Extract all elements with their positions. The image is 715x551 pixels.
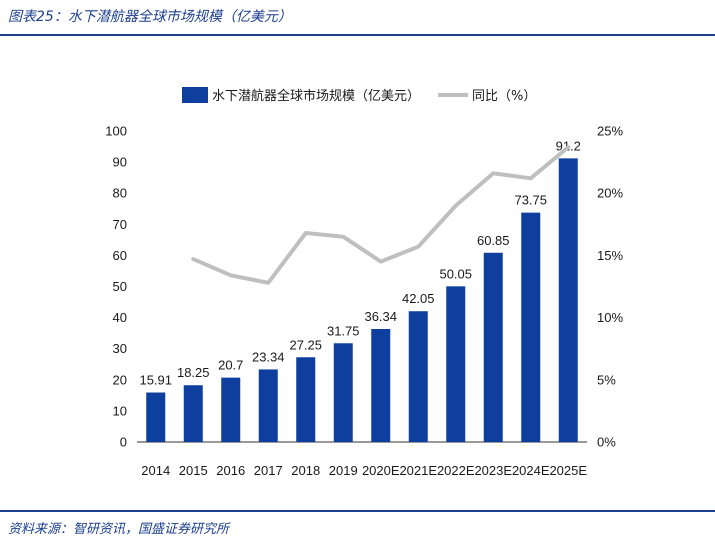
x-tick-label: 2014 xyxy=(141,463,170,478)
x-tick-label: 2018 xyxy=(291,463,320,478)
x-tick-label: 2019 xyxy=(329,463,358,478)
x-tick-label: 2020E xyxy=(362,463,400,478)
legend-line-label: 同比（%） xyxy=(472,89,536,104)
y-left-tick-label: 100 xyxy=(105,124,127,139)
y-right-tick-label: 0% xyxy=(597,435,616,450)
bar xyxy=(333,343,353,442)
bar-value-label: 20.7 xyxy=(218,358,243,373)
bar-value-label: 15.91 xyxy=(139,373,172,388)
y-right-tick-label: 5% xyxy=(597,372,616,387)
y-left-tick-label: 20 xyxy=(113,372,127,387)
y-left-tick-label: 30 xyxy=(113,341,127,356)
bar xyxy=(146,392,166,442)
chart-axes: 0 10 20 30 40 50 60 70 80 90 100 0% 5% 10% 15% 20% 25% 20… xyxy=(105,124,623,479)
bar xyxy=(446,286,466,442)
x-tick-label: 2015 xyxy=(179,463,208,478)
legend-bar-label: 水下潜航器全球市场规模（亿美元） xyxy=(212,88,420,104)
x-tick-label: 2021E xyxy=(399,463,437,478)
bar-value-label: 73.75 xyxy=(514,193,547,208)
y-left-tick-label: 60 xyxy=(113,248,127,263)
legend-bar-swatch xyxy=(182,87,208,103)
bar-value-label: 42.05 xyxy=(402,291,435,306)
y-left-tick-label: 50 xyxy=(113,279,127,294)
bar-value-label: 36.34 xyxy=(364,309,397,324)
bar-series xyxy=(146,158,578,443)
y-left-tick-label: 0 xyxy=(120,435,127,450)
yoy-line xyxy=(191,145,571,285)
x-tick-label: 2024E xyxy=(512,463,550,478)
bar xyxy=(296,357,316,442)
yoy-line-series xyxy=(191,145,571,285)
bar-value-label: 60.85 xyxy=(477,233,510,248)
y-left-tick-label: 40 xyxy=(113,310,127,325)
bar-value-label: 18.25 xyxy=(177,365,210,380)
y-left-tick-label: 80 xyxy=(113,186,127,201)
bar xyxy=(183,385,203,442)
bar xyxy=(483,252,503,442)
bar xyxy=(408,311,428,442)
bar-value-label: 50.05 xyxy=(439,266,472,281)
bar-value-label: 23.34 xyxy=(252,349,285,364)
bar xyxy=(258,369,278,442)
bar xyxy=(371,328,391,442)
x-tick-label: 2022E xyxy=(437,463,475,478)
top-divider xyxy=(0,34,715,36)
y-right-tick-label: 15% xyxy=(597,248,623,263)
x-tick-label: 2023E xyxy=(474,463,512,478)
bar-value-label: 31.75 xyxy=(327,323,360,338)
figure-title: 图表25：水下潜航器全球市场规模（亿美元） xyxy=(8,9,292,25)
bottom-divider xyxy=(0,510,715,512)
bar-value-labels: 15.91 18.25 20.7 23.34 27.25 31.75 36.34 42.05 5… xyxy=(139,138,580,387)
bar-value-label: 27.25 xyxy=(289,337,322,352)
y-left-tick-label: 90 xyxy=(113,155,127,170)
bar xyxy=(221,377,241,442)
y-left-tick-label: 70 xyxy=(113,217,127,232)
chart-legend: 水下潜航器全球市场规模（亿美元） 同比（%） xyxy=(182,87,536,104)
y-right-tick-label: 25% xyxy=(597,124,623,139)
source-note: 资料来源：智研资讯，国盛证券研究所 xyxy=(8,522,230,537)
x-tick-label: 2016 xyxy=(216,463,245,478)
y-right-tick-label: 10% xyxy=(597,310,623,325)
y-right-tick-label: 20% xyxy=(597,186,623,201)
x-tick-label: 2025E xyxy=(549,463,587,478)
y-left-tick-label: 10 xyxy=(113,403,127,418)
bar xyxy=(558,158,578,443)
bar xyxy=(521,212,541,442)
x-tick-label: 2017 xyxy=(254,463,283,478)
